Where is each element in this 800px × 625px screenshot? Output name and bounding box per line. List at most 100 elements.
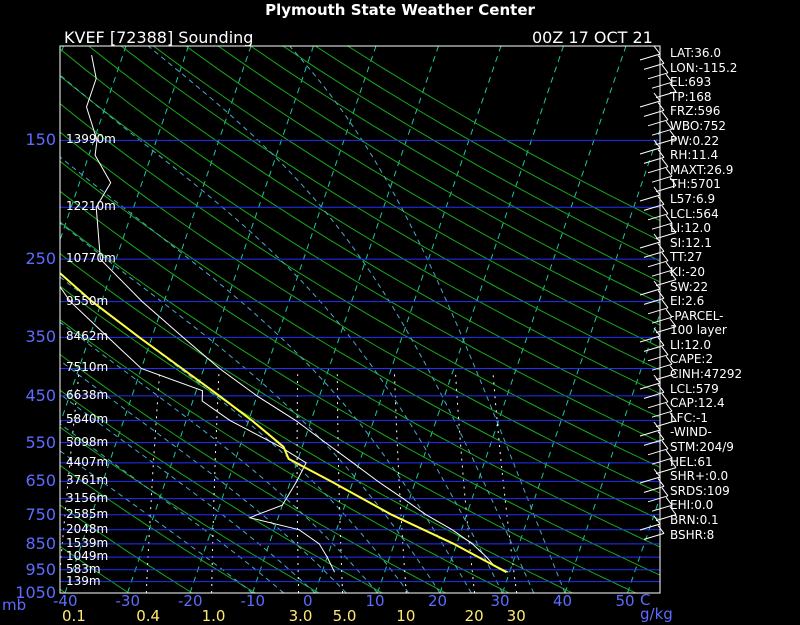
mixing-ratio-tick-label: 20	[465, 607, 484, 625]
wind-barb	[648, 449, 668, 455]
isotherm-line	[0, 46, 1, 593]
height-label: 12210m	[66, 199, 116, 213]
wind-barb-flag	[662, 394, 668, 402]
sounding-index: RH:11.4	[670, 148, 742, 163]
wind-barb	[640, 148, 660, 154]
mixing-ratio-line	[337, 374, 342, 593]
temperature-tick-label: -20	[178, 592, 203, 610]
sounding-index: EHI:0.0	[670, 498, 742, 513]
wind-barb	[640, 101, 660, 107]
height-label: 2585m	[66, 507, 108, 521]
wind-barb	[648, 167, 668, 173]
wind-barb-flag	[658, 102, 664, 110]
height-label: 3156m	[66, 491, 108, 505]
sounding-index: -WIND-	[670, 425, 742, 440]
sounding-index: SRDS:109	[670, 484, 742, 499]
height-label: 10770m	[66, 251, 116, 265]
wind-barb-flag	[654, 46, 660, 54]
moist-adiabat-line	[0, 46, 378, 593]
mixing-ratio-tick-label: 10	[396, 607, 415, 625]
mixing-ratio-line	[456, 374, 475, 593]
wind-barb-flag	[658, 149, 664, 157]
height-label: 1539m	[66, 536, 108, 550]
sounding-index: TP:168	[670, 90, 742, 105]
wind-barb-flag	[658, 384, 664, 392]
wind-barb	[648, 355, 668, 361]
wind-barb-flag	[658, 478, 664, 486]
wind-barb	[648, 214, 668, 220]
mixing-ratio-tick-label: 30	[507, 607, 526, 625]
sounding-index: BSHR:8	[670, 528, 742, 543]
wind-barb-flag	[662, 300, 668, 308]
height-label: 4407m	[66, 455, 108, 469]
height-label: 3761m	[66, 473, 108, 487]
temperature-tick-label: 50	[616, 592, 635, 610]
sounding-index: BRN:0.1	[670, 513, 742, 528]
sounding-index: KI:-20	[670, 265, 742, 280]
height-label: 5840m	[66, 412, 108, 426]
wind-barb-flag	[662, 441, 668, 449]
temperature-tick-label: 40	[553, 592, 572, 610]
pressure-tick-label: 650	[2, 471, 56, 490]
pressure-tick-label: 250	[2, 249, 56, 268]
height-label: 2048m	[66, 522, 108, 536]
wind-barb-flag	[658, 337, 664, 345]
sounding-index: MAXT:26.9	[670, 163, 742, 178]
wind-barb	[640, 524, 660, 530]
isotherm-line	[378, 46, 564, 593]
sounding-index: TH:5701	[670, 177, 742, 192]
sounding-index: TT:27	[670, 250, 742, 265]
wind-barb-flag	[658, 196, 664, 204]
sounding-index: EL:693	[670, 75, 742, 90]
wind-barb	[640, 477, 660, 483]
wind-barb	[644, 63, 664, 69]
height-label: 8462m	[66, 329, 108, 343]
sounding-index: L57:6.9	[670, 192, 742, 207]
dewpoint-line	[0, 46, 335, 572]
sounding-index: PW:0.22	[670, 134, 742, 149]
mixing-ratio-tick-label: 1.0	[202, 607, 226, 625]
mixing-ratio-tick-label: 3.0	[289, 607, 313, 625]
wind-barb-flag	[658, 290, 664, 298]
sounding-index: CINH:47292	[670, 367, 742, 382]
wind-barb	[648, 402, 668, 408]
pressure-tick-label: 150	[2, 130, 56, 149]
pressure-tick-label: 550	[2, 433, 56, 452]
wind-barb-flag	[662, 488, 668, 496]
wind-barb	[644, 345, 664, 351]
height-label: 7510m	[66, 360, 108, 374]
wind-barb-flag	[658, 55, 664, 63]
wind-barb	[652, 129, 672, 135]
temperature-tick-label: -10	[241, 592, 266, 610]
wind-barb	[652, 176, 672, 182]
sounding-index: CAPE:2	[670, 352, 742, 367]
height-label: 6638m	[66, 388, 108, 402]
sounding-index: LCL:564	[670, 207, 742, 222]
mb-unit-label: mb	[2, 596, 26, 614]
time-label: 00Z 17 OCT 21	[532, 28, 653, 47]
wind-barb-flag	[658, 431, 664, 439]
pressure-tick-label: 450	[2, 386, 56, 405]
moist-adiabat-line	[0, 46, 409, 593]
wind-barb-flag	[662, 253, 668, 261]
pressure-tick-label: 950	[2, 560, 56, 579]
wind-barb	[652, 364, 672, 370]
wind-barb-flag	[662, 65, 668, 73]
sounding-index: LI:12.0	[670, 221, 742, 236]
mixing-ratio-tick-label: 5.0	[333, 607, 357, 625]
dry-adiabat-line	[0, 46, 382, 593]
sounding-index: FRZ:596	[670, 104, 742, 119]
temperature-tick-label: 10	[366, 592, 385, 610]
sounding-index: 100 layer	[670, 323, 742, 338]
wind-barb	[652, 505, 672, 511]
chart-title: Plymouth State Weather Center	[0, 1, 800, 19]
wind-barb	[644, 157, 664, 163]
units-label: C g/kg	[640, 593, 686, 621]
wind-barb	[648, 261, 668, 267]
wind-barb	[648, 120, 668, 126]
sounding-index: STM:204/9	[670, 440, 742, 455]
sounding-index: HEL:61	[670, 455, 742, 470]
sounding-index: LAT:36.0	[670, 46, 742, 61]
mixing-ratio-tick-label: 0.1	[62, 607, 86, 625]
